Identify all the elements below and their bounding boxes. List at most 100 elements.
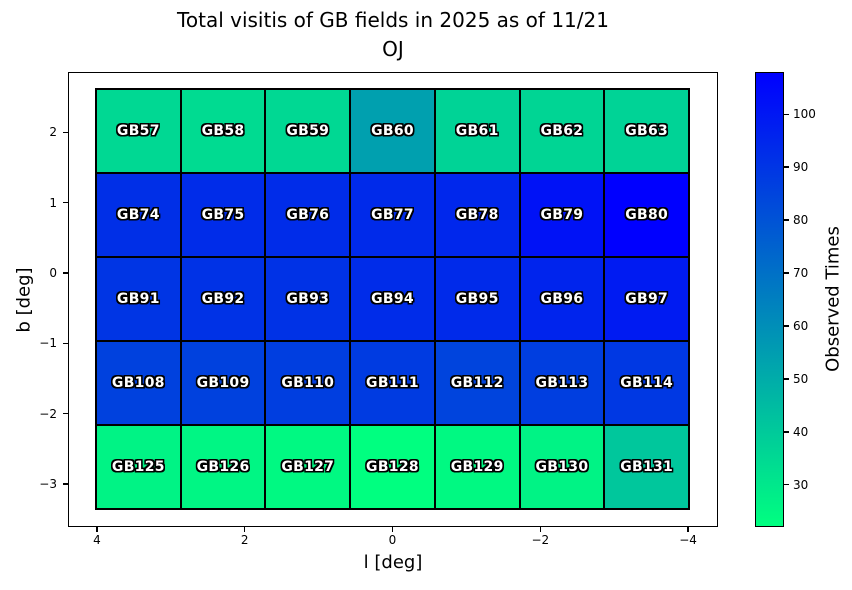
heatmap-cell-GB62: GB62 [519, 89, 605, 173]
x-tick-label: 0 [388, 533, 397, 547]
colorbar-tick-label: 70 [793, 266, 809, 281]
colorbar-tick-mark [784, 378, 789, 380]
heatmap-cell-label: GB75 [201, 207, 245, 223]
chart-title: Total visitis of GB fields in 2025 as of… [177, 8, 609, 32]
colorbar-gradient [756, 73, 783, 526]
colorbar-tick-mark [784, 325, 789, 327]
heatmap-cell-GB108: GB108 [96, 341, 181, 425]
colorbar-tick-label: 80 [793, 213, 809, 228]
x-axis-label: l [deg] [363, 552, 423, 573]
heatmap-cell-label: GB79 [540, 207, 584, 223]
heatmap-cell-GB60: GB60 [350, 89, 435, 173]
colorbar-tick-mark [784, 219, 789, 221]
x-tick-label: −4 [679, 533, 697, 547]
y-tick-label: 1 [49, 195, 57, 210]
heatmap-cell-GB59: GB59 [265, 89, 351, 173]
heatmap-cell-GB130: GB130 [519, 425, 605, 509]
heatmap-cell-GB77: GB77 [350, 173, 435, 257]
heatmap-cell-label: GB80 [625, 207, 669, 223]
y-axis-label: b [deg] [13, 267, 35, 333]
y-tick-mark [62, 483, 68, 485]
y-tick-label: 2 [49, 125, 57, 140]
x-tick-mark [391, 527, 394, 532]
heatmap-cell-label: GB95 [455, 291, 499, 307]
x-tick-mark [687, 527, 689, 532]
heatmap-cell-GB129: GB129 [434, 425, 520, 509]
heatmap-cell-GB97: GB97 [604, 257, 689, 341]
heatmap-cell-label: GB110 [281, 375, 335, 391]
y-tick-label: −2 [39, 406, 57, 421]
y-tick-mark [62, 412, 68, 415]
y-tick-label: −1 [39, 336, 57, 351]
heatmap-cell-GB76: GB76 [265, 173, 351, 257]
heatmap-cell-GB78: GB78 [434, 173, 520, 257]
heatmap-cell-GB96: GB96 [519, 257, 605, 341]
heatmap-cell-label: GB77 [371, 207, 414, 223]
heatmap-cell-GB94: GB94 [350, 257, 435, 341]
heatmap-cell-GB58: GB58 [180, 89, 266, 173]
heatmap-cell-label: GB109 [196, 375, 250, 391]
heatmap-cell-GB63: GB63 [604, 89, 689, 173]
colorbar-tick-label: 40 [793, 424, 809, 439]
heatmap-cell-label: GB63 [625, 123, 669, 139]
heatmap-cell-GB93: GB93 [265, 257, 351, 341]
x-tick-mark [243, 527, 246, 532]
heatmap-cell-label: GB76 [286, 207, 330, 223]
heatmap-cell-label: GB74 [116, 207, 160, 223]
heatmap-cell-label: GB58 [201, 123, 245, 139]
heatmap-cell-GB75: GB75 [180, 173, 266, 257]
heatmap-cell-label: GB108 [111, 375, 165, 391]
heatmap-cell-GB61: GB61 [434, 89, 520, 173]
x-tick-label: 2 [240, 533, 249, 547]
heatmap-cell-GB112: GB112 [434, 341, 520, 425]
heatmap-cell-GB57: GB57 [96, 89, 181, 173]
heatmap-cell-GB126: GB126 [180, 425, 266, 509]
heatmap-cell-label: GB91 [116, 291, 160, 307]
heatmap-cell-GB131: GB131 [604, 425, 689, 509]
y-tick-mark [62, 272, 68, 274]
colorbar-tick-mark [784, 483, 789, 486]
heatmap-cell-label: GB112 [450, 375, 504, 391]
heatmap-cell-label: GB94 [371, 291, 414, 307]
heatmap-cell-label: GB127 [281, 459, 335, 475]
heatmap-cell-label: GB113 [535, 375, 589, 391]
colorbar-tick-mark [784, 272, 789, 274]
heatmap-cell-label: GB126 [196, 459, 250, 475]
heatmap-cell-GB125: GB125 [96, 425, 181, 509]
colorbar-tick-label: 90 [793, 160, 809, 175]
y-tick-label: −3 [39, 476, 57, 491]
x-tick-label: 4 [93, 533, 101, 547]
heatmap-cell-GB113: GB113 [519, 341, 605, 425]
heatmap-cell-GB95: GB95 [434, 257, 520, 341]
heatmap-cell-label: GB131 [620, 459, 674, 475]
heatmap-cell-label: GB129 [450, 459, 504, 475]
colorbar-tick-label: 100 [793, 107, 816, 122]
y-tick-mark [62, 201, 68, 204]
colorbar-tick-mark [784, 431, 789, 433]
heatmap-cell-label: GB61 [455, 123, 499, 139]
y-tick-mark [62, 131, 68, 134]
x-tick-mark [96, 527, 98, 532]
colorbar-tick-label: 60 [793, 318, 809, 333]
x-tick-mark [539, 527, 542, 532]
heatmap-cell-label: GB59 [286, 123, 330, 139]
heatmap-cell-label: GB92 [201, 291, 245, 307]
colorbar-tick-mark [784, 113, 789, 116]
heatmap-cell-GB91: GB91 [96, 257, 181, 341]
heatmap-cell-GB128: GB128 [350, 425, 435, 509]
heatmap-cell-label: GB78 [455, 207, 499, 223]
heatmap-cell-label: GB60 [371, 123, 414, 139]
heatmap-cell-GB110: GB110 [265, 341, 351, 425]
heatmap-cell-GB127: GB127 [265, 425, 351, 509]
heatmap-cell-label: GB62 [540, 123, 584, 139]
heatmap-cell-GB92: GB92 [180, 257, 266, 341]
heatmap-cell-label: GB125 [111, 459, 165, 475]
x-tick-label: −2 [531, 533, 550, 547]
heatmap-cell-GB114: GB114 [604, 341, 689, 425]
colorbar-tick-label: 50 [793, 371, 809, 386]
heatmap-cell-label: GB130 [535, 459, 589, 475]
colorbar-label: Observed Times [822, 226, 844, 372]
heatmap-cell-label: GB114 [620, 375, 674, 391]
heatmap-cell-GB74: GB74 [96, 173, 181, 257]
